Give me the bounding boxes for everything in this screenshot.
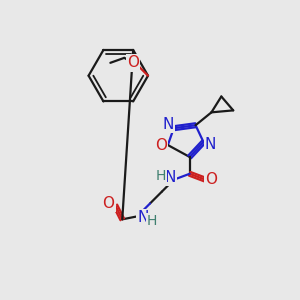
- Text: H: H: [156, 169, 166, 183]
- Text: N: N: [137, 210, 149, 225]
- Text: O: O: [206, 172, 218, 187]
- Text: O: O: [127, 55, 139, 70]
- Text: N: N: [205, 136, 216, 152]
- Text: O: O: [155, 137, 167, 152]
- Text: N: N: [162, 117, 173, 132]
- Text: N: N: [164, 170, 176, 185]
- Text: O: O: [102, 196, 114, 211]
- Text: H: H: [147, 214, 157, 228]
